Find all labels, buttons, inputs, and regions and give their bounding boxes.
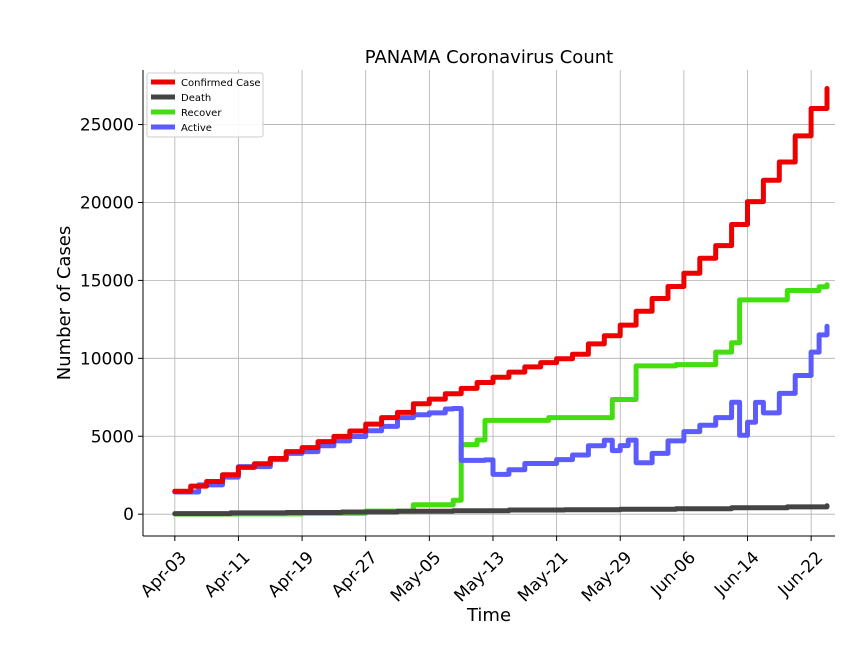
y-tick-label: 25000 (80, 116, 134, 136)
x-tick-label: Jun-22 (774, 548, 827, 601)
y-axis-ticks: 0 5000 10000 15000 20000 25000 (80, 116, 143, 525)
legend-label: Death (181, 93, 211, 104)
x-tick-label: Apr-03 (137, 548, 191, 602)
series-line-active (172, 323, 830, 495)
series-lines (172, 86, 830, 517)
x-axis-label: Time (466, 605, 511, 626)
legend-label: Confirmed Case (181, 78, 261, 89)
axes-spines (142, 70, 835, 537)
chart-title: PANAMA Coronavirus Count (365, 47, 613, 68)
y-tick-label: 0 (123, 505, 134, 525)
x-tick-label: Jun-06 (647, 548, 700, 601)
x-tick-label: Jun-14 (710, 548, 763, 601)
x-tick-label: May-21 (514, 548, 572, 606)
x-tick-label: May-29 (578, 548, 636, 606)
legend-label: Recover (181, 108, 222, 119)
legend: Confirmed Case Death Recover Active (146, 72, 264, 138)
legend-frame (146, 72, 264, 138)
series-line-confirmed-case (172, 86, 830, 494)
x-axis-ticks: Apr-03 Apr-11 Apr-19 Apr-27 May-05 May-13 May-… (137, 536, 827, 606)
series-line-recover (172, 282, 830, 517)
y-tick-label: 20000 (80, 193, 134, 213)
y-axis-label: Number of Cases (54, 226, 75, 381)
legend-label: Active (181, 123, 212, 134)
x-tick-label: Apr-27 (328, 548, 382, 602)
y-tick-label: 10000 (80, 349, 134, 369)
x-tick-label: May-05 (387, 548, 445, 606)
y-tick-label: 15000 (80, 271, 134, 291)
x-tick-label: May-13 (451, 548, 509, 606)
x-tick-label: Apr-19 (264, 548, 318, 602)
series-line-death (172, 503, 830, 517)
x-tick-label: Apr-11 (201, 548, 255, 602)
y-tick-label: 5000 (91, 427, 134, 447)
